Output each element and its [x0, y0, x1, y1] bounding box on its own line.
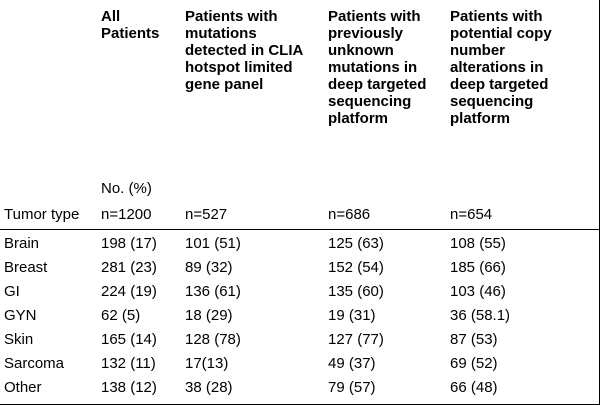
count-clia: n=527 — [185, 206, 228, 223]
tumor-type-cell: Skin — [4, 331, 34, 348]
header-line: sequencing — [328, 93, 412, 110]
value-cell: 19 (31) — [328, 307, 376, 324]
value-cell: 36 (58.1) — [450, 307, 511, 324]
header-divider — [0, 229, 600, 230]
value-cell: 281 (23) — [101, 259, 157, 276]
header-line: sequencing — [450, 93, 534, 110]
count-copy: n=654 — [450, 206, 493, 223]
header-line: platform — [450, 110, 510, 127]
value-cell: 198 (17) — [101, 235, 157, 252]
count-unknown: n=686 — [328, 206, 371, 223]
value-cell: 79 (57) — [328, 379, 376, 396]
value-cell: 138 (12) — [101, 379, 157, 396]
value-cell: 152 (54) — [328, 259, 384, 276]
tumor-type-cell: Sarcoma — [4, 355, 65, 372]
value-cell: 17(13) — [185, 355, 229, 372]
value-cell: 136 (61) — [185, 283, 241, 300]
header-line: Patients with — [328, 8, 421, 25]
table-row: Breast 281 (23) 89 (32) 152 (54) 185 (66… — [0, 256, 600, 280]
header-line: Patients — [101, 25, 160, 42]
no-percent-label: No. (%) — [101, 180, 152, 197]
header-line: hotspot limited — [185, 59, 293, 76]
header-line: mutations — [185, 25, 257, 42]
value-cell: 18 (29) — [185, 307, 233, 324]
value-cell: 69 (52) — [450, 355, 498, 372]
header-copy-number: Patients with potential copy number alte… — [450, 8, 552, 127]
header-all-patients: All Patients — [101, 8, 159, 42]
header-line: potential copy — [450, 25, 552, 42]
value-cell: 103 (46) — [450, 283, 506, 300]
tumor-type-cell: Brain — [4, 235, 40, 252]
value-cell: 132 (11) — [101, 355, 156, 372]
header-line: Patients with — [185, 8, 278, 25]
table-row: GI 224 (19) 136 (61) 135 (60) 103 (46) — [0, 280, 600, 304]
value-cell: 127 (77) — [328, 331, 384, 348]
value-cell: 135 (60) — [328, 283, 384, 300]
value-cell: 66 (48) — [450, 379, 498, 396]
header-clia-mutations: Patients with mutations detected in CLIA… — [185, 8, 303, 93]
header-line: Patients with — [450, 8, 543, 25]
value-cell: 62 (5) — [101, 307, 141, 324]
header-line: gene panel — [185, 76, 264, 93]
tumor-type-cell: Other — [4, 379, 42, 396]
value-cell: 165 (14) — [101, 331, 157, 348]
tumor-type-cell: GI — [4, 283, 20, 300]
header-line: deep targeted — [328, 76, 427, 93]
value-cell: 89 (32) — [185, 259, 233, 276]
count-all: n=1200 — [101, 206, 152, 223]
header-line: All — [101, 8, 121, 25]
value-cell: 185 (66) — [450, 259, 506, 276]
table-row: Skin 165 (14) 128 (78) 127 (77) 87 (53) — [0, 328, 600, 352]
header-line: detected in CLIA — [185, 42, 304, 59]
header-line: number — [450, 42, 506, 59]
value-cell: 125 (63) — [328, 235, 384, 252]
table-row: Brain 198 (17) 101 (51) 125 (63) 108 (55… — [0, 232, 600, 256]
header-line: previously — [328, 25, 404, 42]
table-row: Sarcoma 132 (11) 17(13) 49 (37) 69 (52) — [0, 352, 600, 376]
tumor-type-cell: GYN — [4, 307, 37, 324]
value-cell: 87 (53) — [450, 331, 498, 348]
table-row: Other 138 (12) 38 (28) 79 (57) 66 (48) — [0, 376, 600, 400]
header-line: alterations in — [450, 59, 544, 76]
value-cell: 108 (55) — [450, 235, 506, 252]
header-unknown-mutations: Patients with previously unknown mutatio… — [328, 8, 426, 127]
value-cell: 224 (19) — [101, 283, 157, 300]
header-line: deep targeted — [450, 76, 549, 93]
header-line: platform — [328, 110, 388, 127]
tumor-type-cell: Breast — [4, 259, 48, 276]
header-line: unknown — [328, 42, 394, 59]
table-row: GYN 62 (5) 18 (29) 19 (31) 36 (58.1) — [0, 304, 600, 328]
value-cell: 49 (37) — [328, 355, 376, 372]
tumor-type-label: Tumor type — [4, 206, 80, 223]
value-cell: 38 (28) — [185, 379, 233, 396]
value-cell: 101 (51) — [185, 235, 241, 252]
header-line: mutations in — [328, 59, 418, 76]
value-cell: 128 (78) — [185, 331, 241, 348]
